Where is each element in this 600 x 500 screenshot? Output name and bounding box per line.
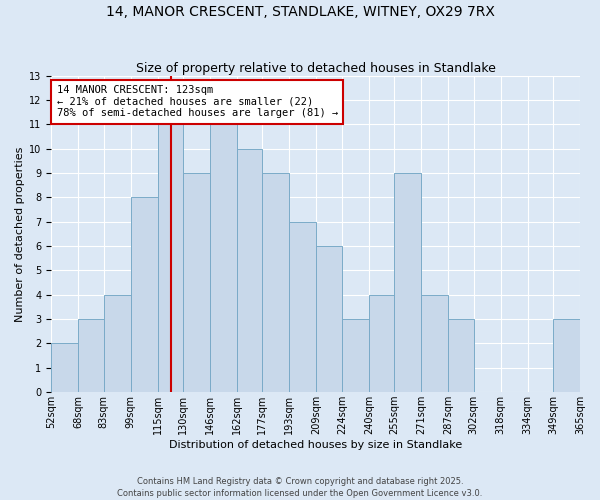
Bar bbox=[237, 148, 262, 392]
Bar bbox=[78, 319, 104, 392]
Bar bbox=[394, 173, 421, 392]
Bar bbox=[553, 319, 580, 392]
Text: Contains HM Land Registry data © Crown copyright and database right 2025.
Contai: Contains HM Land Registry data © Crown c… bbox=[118, 476, 482, 498]
Bar bbox=[342, 319, 369, 392]
X-axis label: Distribution of detached houses by size in Standlake: Distribution of detached houses by size … bbox=[169, 440, 462, 450]
Text: 14, MANOR CRESCENT, STANDLAKE, WITNEY, OX29 7RX: 14, MANOR CRESCENT, STANDLAKE, WITNEY, O… bbox=[106, 5, 494, 19]
Bar bbox=[289, 222, 316, 392]
Bar bbox=[369, 295, 394, 392]
Bar bbox=[158, 124, 183, 392]
Text: 14 MANOR CRESCENT: 123sqm
← 21% of detached houses are smaller (22)
78% of semi-: 14 MANOR CRESCENT: 123sqm ← 21% of detac… bbox=[56, 85, 338, 118]
Y-axis label: Number of detached properties: Number of detached properties bbox=[15, 146, 25, 322]
Bar bbox=[104, 295, 131, 392]
Bar bbox=[210, 124, 237, 392]
Bar bbox=[316, 246, 342, 392]
Bar bbox=[51, 344, 78, 392]
Title: Size of property relative to detached houses in Standlake: Size of property relative to detached ho… bbox=[136, 62, 496, 74]
Bar bbox=[183, 173, 210, 392]
Bar bbox=[262, 173, 289, 392]
Bar bbox=[448, 319, 473, 392]
Bar bbox=[421, 295, 448, 392]
Bar bbox=[131, 198, 158, 392]
